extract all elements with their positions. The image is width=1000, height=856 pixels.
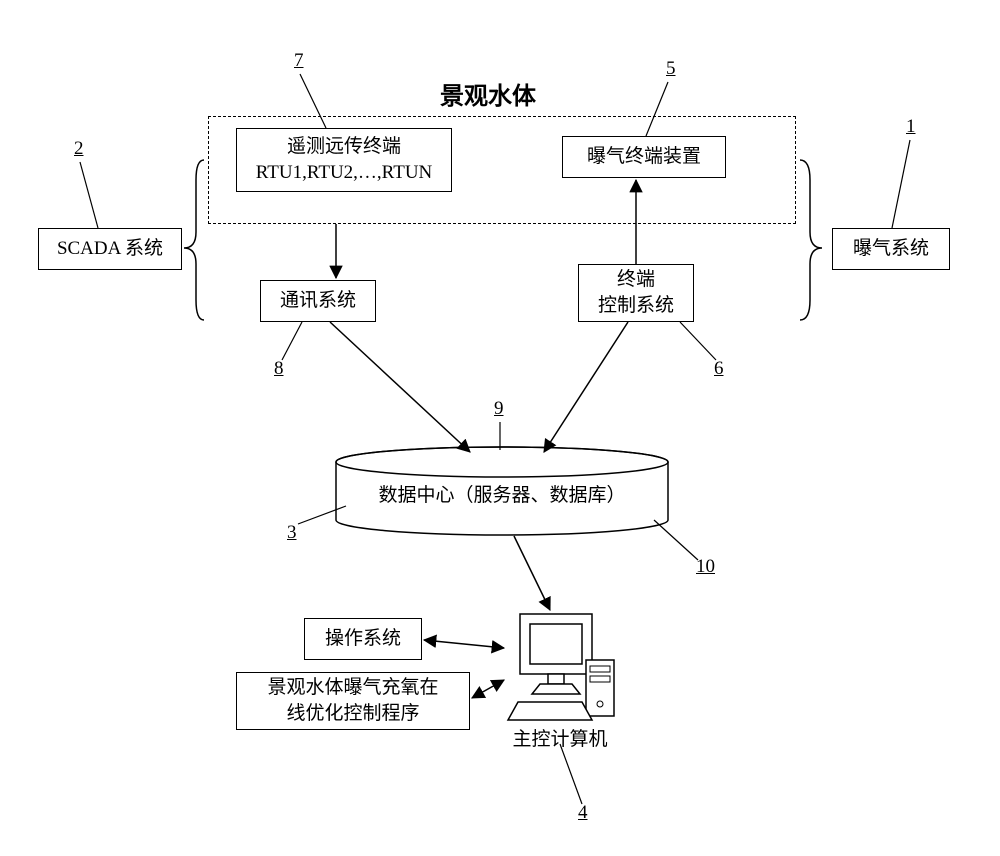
computer-label: 主控计算机 <box>500 724 620 751</box>
callout-7: 7 <box>294 50 304 72</box>
callout-9: 9 <box>494 398 504 420</box>
data-center-cylinder: 数据中心（服务器、数据库） <box>334 446 670 536</box>
callout-3: 3 <box>287 522 297 544</box>
aeration-terminal-box: 曝气终端装置 <box>562 136 726 178</box>
program-box: 景观水体曝气充氧在 线优化控制程序 <box>236 672 470 730</box>
callout-8: 8 <box>274 358 284 380</box>
callout-10: 10 <box>696 556 715 578</box>
aeration-system-box: 曝气系统 <box>832 228 950 270</box>
os-box: 操作系统 <box>304 618 422 660</box>
callout-4: 4 <box>578 802 588 824</box>
terminal-control-system-box: 终端 控制系统 <box>578 264 694 322</box>
diagram-title: 景观水体 <box>440 76 536 111</box>
callout-2: 2 <box>74 138 84 160</box>
callout-5: 5 <box>666 58 676 80</box>
rtu-terminal-box: 遥测远传终端 RTU1,RTU2,…,RTUN <box>236 128 452 192</box>
communication-system-box: 通讯系统 <box>260 280 376 322</box>
callout-6: 6 <box>714 358 724 380</box>
callout-1: 1 <box>906 116 916 138</box>
data-center-label: 数据中心（服务器、数据库） <box>334 480 670 507</box>
scada-system-box: SCADA 系统 <box>38 228 182 270</box>
diagram-canvas: 景观水体 遥测远传终端 RTU1,RTU2,…,RTUN 曝气终端装置 SCAD… <box>0 0 1000 856</box>
